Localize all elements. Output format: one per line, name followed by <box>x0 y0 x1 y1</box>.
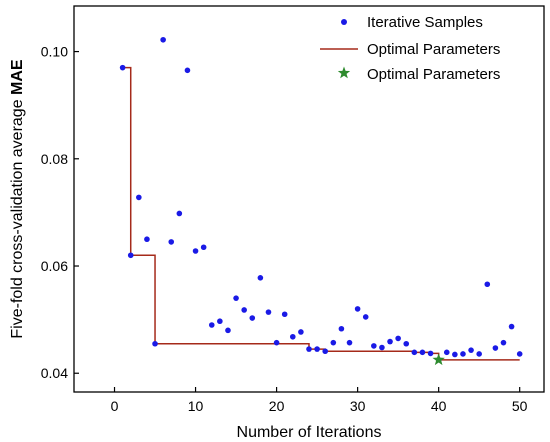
legend-label-line: Optimal Parameters <box>367 41 500 58</box>
sample-point <box>273 339 280 346</box>
sample-point <box>508 323 515 330</box>
sample-point <box>476 351 482 357</box>
sample-point <box>419 349 426 356</box>
sample-point <box>322 348 329 355</box>
sample-point <box>468 347 474 353</box>
sample-point <box>233 295 239 301</box>
sample-point <box>452 351 458 358</box>
sample-point <box>330 339 337 346</box>
plot-frame <box>73 5 545 393</box>
sample-point <box>184 67 191 74</box>
x-tick-label: 40 <box>431 398 447 414</box>
sample-point <box>395 335 401 342</box>
sample-point <box>152 340 158 347</box>
sample-point <box>160 36 166 43</box>
sample-point <box>144 236 150 243</box>
axis-ticks: 0 10 20 30 40 50 0.04 0.06 0.08 0.10 <box>41 44 528 414</box>
sample-point <box>411 349 418 356</box>
iterative-samples-points <box>119 36 523 363</box>
sample-point <box>427 350 434 357</box>
legend-marker-samples <box>341 19 347 25</box>
sample-point <box>387 338 393 345</box>
legend-label-star: Optimal Parameters <box>367 66 500 83</box>
sample-point <box>492 345 499 351</box>
x-tick-label: 30 <box>350 398 366 414</box>
sample-point <box>281 311 288 318</box>
optimal-parameters-star <box>432 353 445 366</box>
optimal-parameters-path <box>122 66 520 361</box>
sample-point <box>460 351 466 357</box>
sample-point <box>136 194 142 201</box>
sample-point <box>265 309 272 315</box>
sample-point <box>200 244 207 251</box>
sample-point <box>338 325 345 332</box>
y-axis-title: Five-fold cross-validation average MAE <box>9 59 26 339</box>
x-tick-label: 20 <box>269 398 285 414</box>
sample-point <box>119 64 126 71</box>
y-tick-label: 0.10 <box>41 44 68 60</box>
sample-point <box>443 349 450 356</box>
sample-point <box>354 306 361 312</box>
sample-point <box>127 252 134 259</box>
y-tick-label: 0.04 <box>41 365 68 381</box>
sample-point <box>217 318 223 325</box>
sample-point <box>289 333 296 340</box>
sample-point <box>176 210 183 217</box>
y-axis-title-main: Five-fold cross-validation average <box>9 95 26 339</box>
optimal-star-point <box>432 353 445 366</box>
y-tick-label: 0.08 <box>41 151 68 167</box>
legend: Iterative Samples Optimal Parameters Opt… <box>320 14 500 83</box>
sample-point <box>249 315 256 321</box>
y-axis-title-bold: MAE <box>9 59 26 95</box>
sample-point <box>306 346 312 352</box>
sample-point <box>168 239 175 245</box>
y-tick-label: 0.06 <box>41 258 68 274</box>
x-tick-label: 10 <box>188 398 204 414</box>
sample-point <box>314 346 320 352</box>
legend-marker-star <box>337 66 351 79</box>
x-tick-label: 0 <box>111 398 119 414</box>
optimal-parameters-line <box>122 66 520 361</box>
legend-label-samples: Iterative Samples <box>367 14 483 31</box>
sample-point <box>516 351 523 357</box>
sample-point <box>192 248 199 254</box>
sample-point <box>379 344 385 351</box>
sample-point <box>362 314 369 320</box>
x-tick-label: 50 <box>512 398 528 414</box>
sample-point <box>257 275 264 281</box>
sample-point <box>241 307 247 313</box>
sample-point <box>500 339 507 346</box>
sample-point <box>484 281 491 288</box>
x-axis-title: Number of Iterations <box>237 424 382 441</box>
sample-point <box>298 329 304 335</box>
sample-point <box>371 343 377 349</box>
sample-point <box>208 322 215 328</box>
sample-point <box>225 327 231 334</box>
sample-point <box>346 339 353 346</box>
sample-point <box>403 340 410 347</box>
